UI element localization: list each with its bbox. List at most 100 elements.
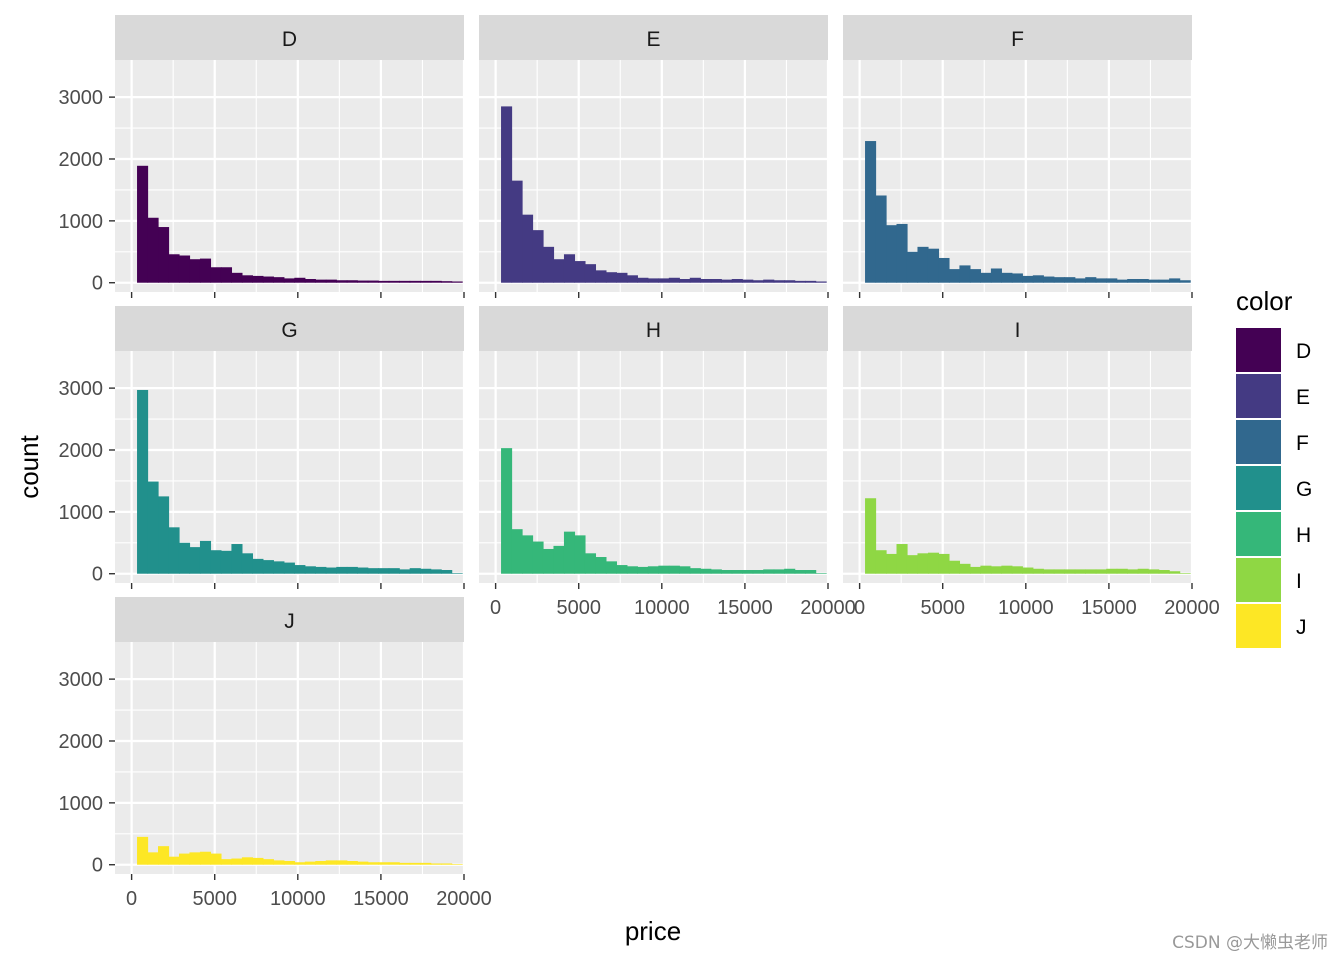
histogram-bar [1158, 279, 1170, 283]
histogram-bar [501, 448, 513, 574]
facet-panel-h: H 0 5000 10000 15000 20000 [479, 306, 856, 619]
histogram-bar [668, 277, 680, 283]
histogram-bar [679, 279, 691, 283]
facet-panel-i: I 0 5000 10000 15000 20000 [843, 306, 1220, 619]
watermark-text: CSDN @大懒虫老师 [1172, 933, 1328, 953]
x-tick-label: 5000 [920, 597, 965, 619]
histogram-bar [906, 251, 919, 283]
histogram-bar [231, 272, 243, 283]
histogram-bar [220, 550, 233, 574]
histogram-bar [1011, 566, 1023, 574]
histogram-bar [325, 860, 337, 865]
histogram-bar [501, 106, 513, 283]
histogram-bar [865, 141, 877, 283]
histogram-bar [210, 267, 222, 283]
histogram-bar [700, 568, 712, 574]
histogram-bar [147, 217, 159, 283]
histogram-bar [990, 268, 1002, 283]
histogram-bar [388, 568, 400, 574]
histogram-bar [532, 541, 544, 574]
histogram-bar [980, 272, 992, 283]
histogram-bar [178, 542, 191, 574]
facet-panel-d: D 0 1000 2000 3000 [59, 15, 466, 298]
histogram-bar [210, 853, 222, 865]
histogram-bar [231, 544, 243, 574]
histogram-bar [441, 281, 453, 283]
histogram-bar [178, 853, 191, 865]
x-tick-label: 0 [490, 597, 501, 619]
histogram-bar [210, 550, 222, 574]
histogram-bar [1022, 567, 1034, 574]
histogram-bar [399, 862, 411, 865]
legend-label: G [1296, 478, 1312, 501]
histogram-bar [938, 553, 950, 574]
histogram-bar [522, 535, 534, 574]
histogram-bar [815, 281, 827, 283]
histogram-bar [189, 259, 201, 283]
histogram-bar [220, 267, 233, 283]
histogram-bar [1001, 272, 1013, 283]
histogram-bar [927, 552, 940, 574]
histogram-bar [1148, 569, 1160, 574]
histogram-bar [542, 246, 555, 283]
histogram-bar [1032, 568, 1044, 574]
histogram-bar [189, 852, 201, 865]
histogram-bar [626, 566, 638, 574]
facet-strip-label: H [646, 319, 661, 342]
histogram-bar [668, 565, 680, 574]
histogram-bar [1137, 279, 1149, 283]
histogram-bar [721, 279, 733, 283]
legend-key [1236, 512, 1281, 556]
histogram-bar [137, 165, 149, 283]
histogram-bar [1106, 278, 1118, 283]
histogram-bar [927, 248, 940, 283]
histogram-bar [315, 566, 327, 574]
histogram-bar [252, 558, 264, 574]
x-tick-label: 0 [854, 597, 865, 619]
histogram-bar [1011, 273, 1023, 283]
histogram-bar [409, 568, 421, 574]
histogram-bar [168, 527, 180, 574]
histogram-bar [1043, 276, 1055, 283]
histogram-bar [1148, 279, 1160, 283]
histogram-bar [283, 861, 295, 865]
histogram-bar [875, 195, 887, 283]
histogram-bar [252, 275, 264, 283]
histogram-bar [626, 275, 638, 283]
histogram-bar [522, 214, 534, 283]
histogram-bar [294, 862, 306, 865]
histogram-bar [948, 269, 961, 283]
x-tick-label: 20000 [800, 597, 856, 619]
histogram-bar [252, 857, 264, 865]
histogram-bar [896, 544, 908, 574]
histogram-bar [451, 281, 463, 283]
x-tick-label: 10000 [270, 888, 326, 910]
histogram-bar [399, 280, 411, 283]
facet-strip-label: I [1015, 319, 1021, 342]
y-tick-label: 1000 [59, 211, 104, 233]
histogram-bar [441, 570, 453, 574]
histogram-bar [178, 255, 191, 283]
histogram-bar [511, 180, 523, 283]
histogram-bar [959, 265, 971, 283]
histogram-bar [262, 560, 274, 574]
histogram-bar [367, 862, 379, 865]
histogram-bar [378, 280, 390, 283]
x-tick-label: 20000 [1164, 597, 1220, 619]
histogram-bar [451, 573, 463, 574]
y-tick-label: 3000 [59, 669, 104, 691]
legend-key [1236, 604, 1281, 648]
y-tick-label: 2000 [59, 440, 104, 462]
histogram-bar [137, 836, 149, 865]
histogram-bar [1116, 279, 1128, 283]
legend-item-g: G [1236, 466, 1312, 510]
histogram-bar [378, 862, 390, 865]
histogram-bar [959, 563, 971, 574]
histogram-bar [283, 278, 295, 283]
facet-strip-label: G [281, 319, 297, 342]
legend-item-d: D [1236, 328, 1311, 372]
histogram-bar [742, 279, 754, 283]
histogram-bar [409, 280, 421, 283]
histogram-bar [742, 570, 754, 574]
